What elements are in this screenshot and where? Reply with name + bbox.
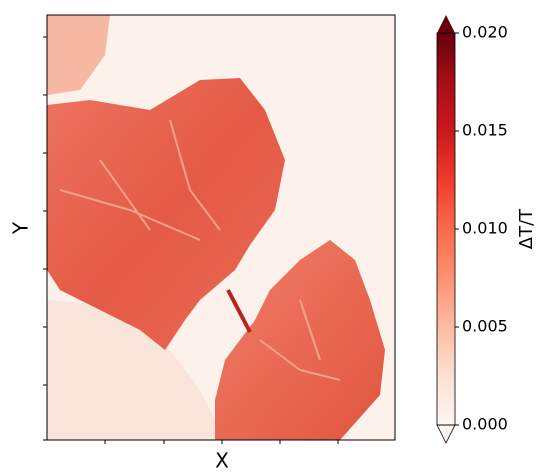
- colorbar-tick-label: 0.015: [462, 121, 508, 140]
- axis-ticks: [43, 36, 339, 444]
- colorbar-tick-label: 0.010: [462, 219, 508, 238]
- colorbar-extend-bottom: [436, 424, 456, 444]
- heatmap-image: [47, 15, 395, 440]
- colorbar-tick-label: 0.020: [462, 23, 508, 42]
- y-axis-label: Y: [9, 221, 33, 235]
- colorbar-tick-label: 0.000: [462, 415, 508, 434]
- plot-frame: [46, 14, 396, 441]
- colorbar: [437, 33, 455, 425]
- colorbar-label: ΔT/T: [516, 208, 537, 249]
- colorbar-tick-label: 0.005: [462, 317, 508, 336]
- x-axis-label: X: [215, 449, 229, 473]
- colorbar-extend-top: [437, 15, 455, 33]
